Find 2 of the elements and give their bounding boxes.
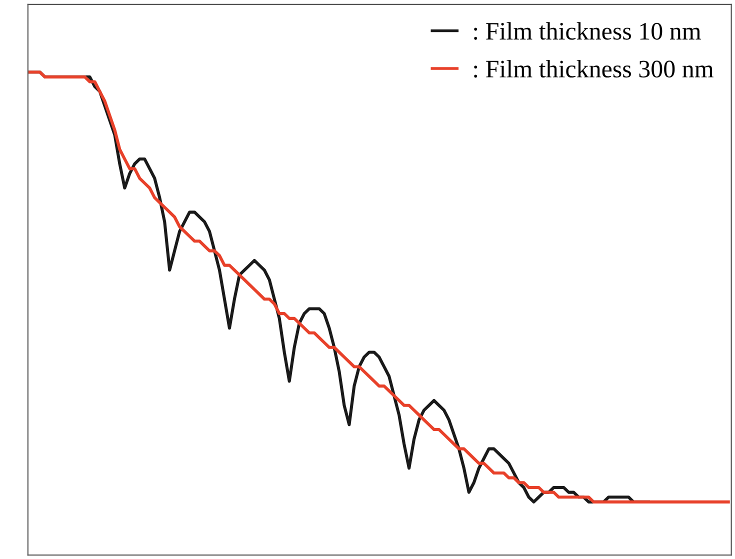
legend-label: : Film thickness 300 nm <box>474 60 714 78</box>
legend-label: : Film thickness 10 nm <box>474 22 701 40</box>
